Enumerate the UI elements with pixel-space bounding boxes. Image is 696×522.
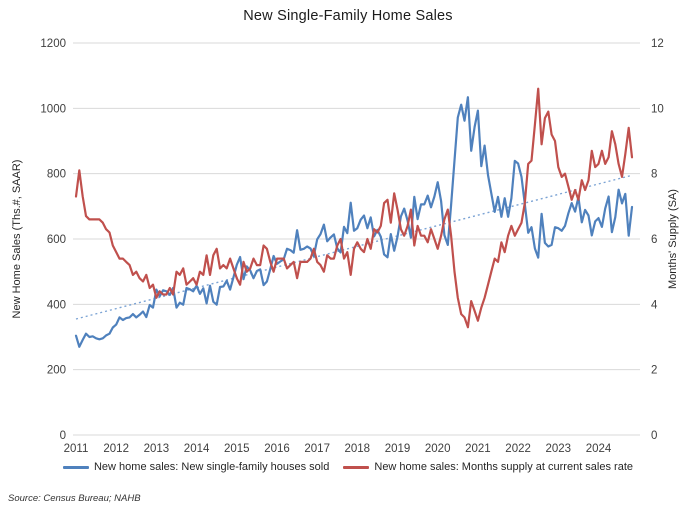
plot-area: 0 200 400 600 800 1000 1200 0 2 4 6 8 10 12 2011 2012 20… (11, 38, 679, 455)
x-axis-tick-label: 2014 (184, 443, 210, 455)
x-axis-tick-label: 2015 (224, 443, 250, 455)
x-axis-tick-label: 2017 (304, 443, 330, 455)
legend: New home sales: New single-family houses… (0, 461, 696, 473)
legend-label-sales: New home sales: New single-family houses… (93, 461, 330, 473)
x-axis-tick-label: 2019 (385, 443, 411, 455)
series-line-1 (74, 87, 634, 329)
right-axis-tick-label: 10 (651, 103, 664, 115)
right-axis-tick-label: 2 (651, 365, 657, 377)
x-axis-tick-label: 2012 (103, 443, 129, 455)
left-axis-title: New Home Sales (Ths.#, SAAR) (11, 160, 23, 319)
left-axis-tick-label: 200 (47, 365, 66, 377)
source-note: Source: Census Bureau; NAHB (8, 493, 141, 504)
x-axis-tick-label: 2018 (345, 443, 371, 455)
left-axis-tick-label: 600 (47, 234, 66, 246)
right-axis-title: Months' Supply (SA) (667, 189, 679, 289)
right-axis-tick-label: 8 (651, 169, 657, 181)
chart-title: New Single-Family Home Sales (243, 8, 453, 24)
x-axis-tick-label: 2020 (425, 443, 451, 455)
x-axis-tick-label: 2011 (64, 443, 89, 455)
right-axis-tick-label: 4 (651, 299, 658, 311)
series-line-0 (74, 96, 634, 348)
left-axis-tick-label: 0 (60, 430, 66, 442)
x-axis-tick-label: 2024 (586, 443, 612, 455)
sales-line-marker-icon (62, 465, 89, 469)
x-axis-tick-label: 2016 (264, 443, 290, 455)
legend-label-months-supply: New home sales: Months supply at current… (374, 461, 633, 473)
left-axis-tick-label: 800 (47, 169, 66, 181)
x-axis-tick-label: 2013 (144, 443, 170, 455)
legend-item-months-supply: New home sales: Months supply at current… (343, 461, 633, 473)
left-axis-tick-label: 1000 (40, 103, 66, 115)
legend-item-sales: New home sales: New single-family houses… (62, 461, 330, 473)
x-axis-tick-label: 2021 (465, 443, 491, 455)
right-axis-tick-label: 12 (651, 38, 664, 50)
months-supply-line-marker-icon (343, 465, 370, 469)
left-axis-tick-label: 1200 (40, 38, 66, 50)
x-axis-tick-label: 2023 (546, 443, 572, 455)
x-axis-tick-label: 2022 (505, 443, 531, 455)
right-axis-tick-label: 0 (651, 430, 657, 442)
left-axis-tick-label: 400 (47, 299, 66, 311)
right-axis-tick-label: 6 (651, 234, 657, 246)
